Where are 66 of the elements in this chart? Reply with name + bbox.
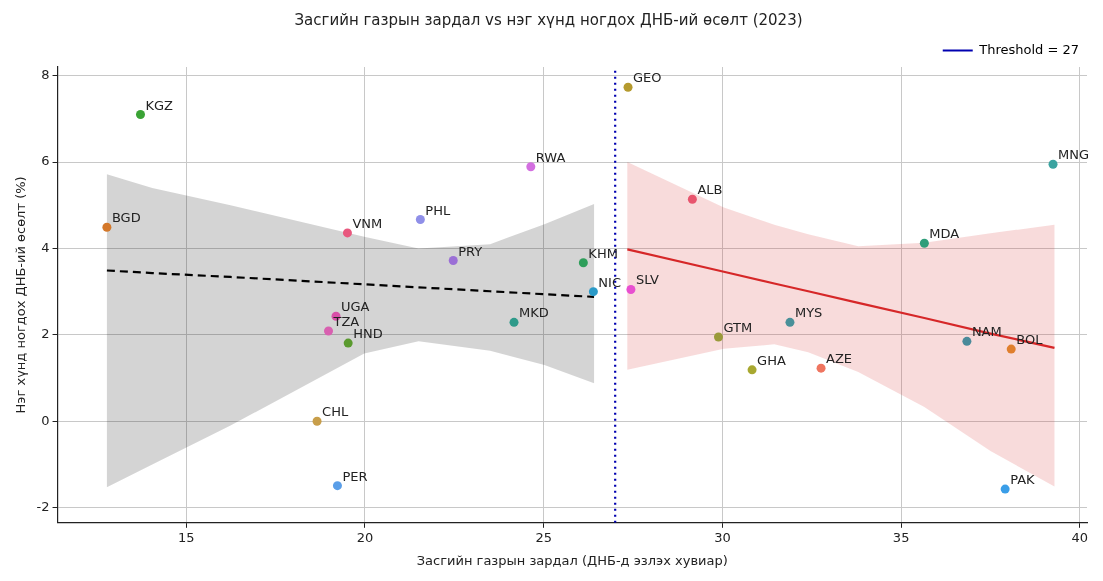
y-tick-label: 4 (41, 239, 50, 255)
point (687, 194, 697, 204)
data-label: CHL (322, 404, 349, 420)
point (578, 258, 588, 268)
point (415, 215, 425, 225)
point (332, 481, 342, 491)
point (312, 416, 322, 426)
point (526, 162, 536, 172)
x-tick-label: 25 (535, 529, 552, 545)
point (962, 336, 972, 346)
x-tick-label: 35 (892, 529, 910, 545)
data-label: HND (353, 326, 383, 342)
data-label: MYS (794, 305, 823, 321)
point (1048, 159, 1058, 169)
point (343, 338, 353, 348)
point (448, 256, 458, 266)
data-label: RWA (535, 149, 566, 165)
data-label: VNM (352, 215, 383, 231)
y-tick-label: -2 (36, 499, 50, 515)
point (626, 285, 636, 294)
point (816, 363, 826, 373)
data-label: ALB (697, 182, 723, 198)
data-label: BGD (111, 210, 141, 226)
y-tick-label: 8 (41, 67, 50, 83)
point (1000, 484, 1010, 494)
point (747, 365, 757, 375)
legend-label: Threshold = 27 (978, 41, 1080, 57)
point (785, 317, 795, 327)
data-label: SLV (635, 272, 659, 288)
point (713, 332, 723, 342)
y-tick-label: 0 (41, 412, 50, 428)
data-label: MNG (1058, 147, 1090, 163)
x-tick-label: 15 (177, 529, 195, 545)
x-tick-label: 40 (1071, 529, 1089, 545)
data-label: MKD (519, 305, 549, 321)
x-tick-label: 20 (356, 529, 374, 545)
data-label: PRY (458, 243, 483, 259)
data-label: KGZ (145, 97, 174, 113)
point (342, 228, 352, 238)
y-tick-label: 2 (41, 326, 50, 342)
point (623, 82, 633, 92)
data-label: MDA (929, 226, 960, 242)
point (1006, 344, 1016, 354)
data-label: GHA (757, 352, 786, 368)
data-label: UGA (341, 299, 370, 315)
data-label: AZE (826, 351, 853, 367)
chart-title: Засгийн газрын зардал vs нэг хүнд ногдох ДНБ-ий өсөлт (2023) (294, 10, 803, 29)
point (919, 238, 929, 248)
point (102, 222, 112, 232)
data-label: GTM (723, 320, 753, 336)
point (509, 317, 519, 327)
data-label: KHM (588, 245, 618, 261)
point (588, 287, 598, 297)
data-label: PER (342, 468, 368, 484)
y-axis-title: Нэг хүнд ногдох ДНБ-ий өсөлт (%) (13, 176, 29, 414)
data-label: PAK (1010, 472, 1036, 488)
data-label: TZA (332, 313, 360, 329)
data-label: NIC (598, 274, 622, 290)
point (135, 110, 145, 120)
line-series (105, 269, 596, 298)
x-tick-label: 30 (714, 529, 731, 545)
data-label: GEO (633, 70, 662, 86)
x-axis-title: Засгийн газрын зардал (ДНБ-д эзлэх хувиар) (416, 552, 728, 568)
y-tick-label: 6 (41, 153, 50, 169)
point (324, 326, 333, 336)
data-label: PHL (425, 202, 451, 218)
